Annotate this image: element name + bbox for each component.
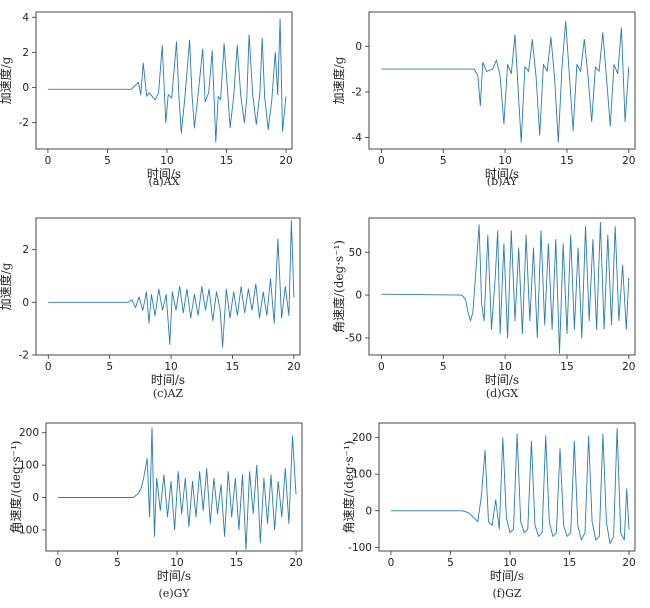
y-tick-label: 0 (22, 82, 29, 94)
panel-caption: (c)AZ (153, 387, 184, 400)
plot-frame (378, 422, 636, 552)
panel-caption: (e)GY (159, 587, 191, 600)
panel-gx: 0 5 10 15 20 -50 0 50 时间/s 角速度/(deg·s⁻¹) (d)GX (331, 217, 636, 400)
x-tick-label: 20 (289, 557, 302, 569)
x-tick-label: 10 (503, 557, 516, 569)
x-tick-label: 5 (114, 557, 121, 569)
x-tick-label: 5 (440, 155, 447, 167)
x-tick-label: 10 (498, 361, 511, 373)
panel-gz: 0 5 10 15 20 -100 0 100 200 时间/s 角速度/(deg·s⁻¹) (f)G… (341, 422, 636, 600)
x-tick-label: 5 (104, 155, 111, 167)
y-tick-label: 0 (365, 505, 372, 517)
y-tick-label: 0 (355, 41, 362, 53)
y-axis-label: 角速度/(deg·s⁻¹) (331, 240, 346, 333)
x-tick-label: 0 (55, 557, 62, 569)
y-tick-label: 2 (22, 47, 29, 59)
plot-frame (35, 217, 301, 356)
y-tick-label: 100 (19, 460, 39, 472)
series-line (57, 427, 297, 550)
panel-ay: 0 5 10 15 20 -4 -2 0 时间/s 加速度/g (b)AY (331, 11, 636, 188)
y-tick-label: -50 (345, 332, 362, 344)
panel-az: 0 5 10 15 20 -2 0 2 时间/s 加速度/g (c)AZ (0, 217, 301, 400)
x-tick-label: 20 (279, 155, 292, 167)
x-tick-label: 15 (560, 361, 573, 373)
y-axis-label: 角速度/(deg·s⁻¹) (8, 441, 23, 534)
series-line (47, 18, 287, 143)
x-tick-label: 20 (622, 361, 635, 373)
panel-caption: (b)AY (487, 175, 518, 188)
y-tick-label: -2 (19, 117, 29, 129)
x-tick-label: 10 (170, 557, 183, 569)
y-tick-label: -100 (348, 542, 372, 554)
x-tick-label: 10 (164, 361, 177, 373)
panel-caption: (d)GX (486, 387, 518, 400)
x-axis-label: 时间/s (485, 373, 519, 387)
x-tick-label: 0 (45, 155, 52, 167)
series-line (48, 220, 295, 348)
y-tick-label: -100 (15, 524, 39, 536)
x-tick-label: 0 (45, 361, 52, 373)
x-tick-label: 15 (560, 155, 573, 167)
x-tick-label: 0 (378, 361, 385, 373)
plot-frame (368, 11, 636, 150)
x-axis-label: 时间/s (490, 569, 524, 583)
plot-frame (35, 11, 293, 150)
x-tick-label: 20 (622, 557, 635, 569)
series-line (381, 20, 630, 143)
x-tick-label: 10 (160, 155, 173, 167)
x-tick-label: 5 (447, 557, 454, 569)
panel-caption: (f)GZ (492, 587, 521, 600)
x-tick-label: 15 (563, 557, 576, 569)
plot-frame (368, 217, 636, 356)
x-tick-label: 5 (106, 361, 113, 373)
x-tick-label: 20 (287, 361, 300, 373)
y-axis-label: 加速度/g (331, 56, 346, 104)
y-tick-label: 50 (349, 247, 362, 259)
y-tick-label: 200 (19, 427, 39, 439)
y-tick-label: 0 (22, 297, 29, 309)
x-axis-label: 时间/s (157, 569, 191, 583)
x-tick-label: 15 (230, 557, 243, 569)
plot-frame (45, 422, 303, 552)
x-tick-label: 15 (220, 155, 233, 167)
x-tick-label: 20 (622, 155, 635, 167)
x-tick-label: 5 (440, 361, 447, 373)
y-tick-label: -4 (352, 132, 363, 144)
y-axis-label: 角速度/(deg·s⁻¹) (341, 441, 356, 534)
y-tick-label: -2 (352, 86, 362, 98)
y-tick-label: 200 (352, 432, 372, 444)
series-line (381, 221, 630, 354)
y-tick-label: 0 (32, 492, 39, 504)
x-tick-label: 0 (388, 557, 395, 569)
panel-ax: 0 5 10 15 20 -2 0 2 4 时间/s 加速度/g (a)AX (0, 11, 293, 188)
y-tick-label: 100 (352, 469, 372, 481)
x-tick-label: 15 (226, 361, 239, 373)
y-tick-label: 0 (355, 290, 362, 302)
panel-gy: 0 5 10 15 20 -100 0 100 200 时间/s 角速度/(deg·s⁻¹) (e)G… (8, 422, 303, 600)
y-tick-label: -2 (19, 350, 29, 362)
x-axis-label: 时间/s (151, 373, 185, 387)
y-tick-label: 2 (22, 244, 29, 256)
x-tick-label: 10 (498, 155, 511, 167)
series-line (390, 428, 630, 545)
y-tick-label: 4 (22, 12, 29, 24)
y-axis-label: 加速度/g (0, 262, 13, 310)
x-tick-label: 0 (378, 155, 385, 167)
y-axis-label: 加速度/g (0, 56, 13, 104)
x-axis-label: 时间/s (485, 167, 519, 181)
panel-caption: (a)AX (149, 175, 180, 188)
x-axis-label: 时间/s (147, 167, 181, 181)
